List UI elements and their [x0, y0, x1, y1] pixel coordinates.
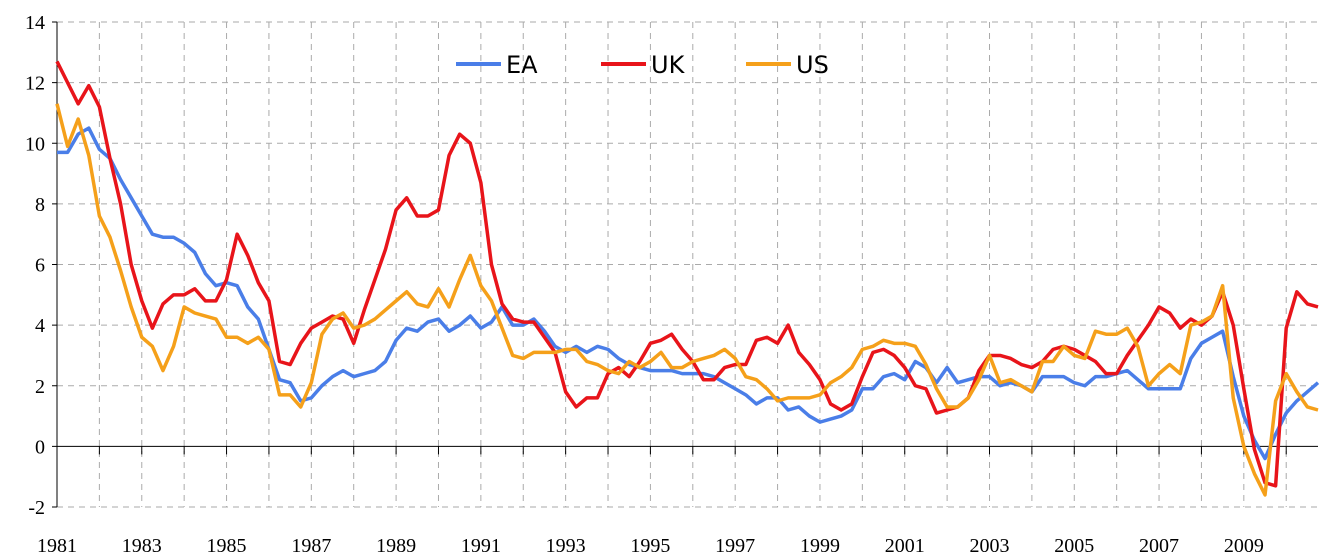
- y-tick-label: 6: [35, 255, 45, 277]
- y-tick-label: 10: [25, 133, 45, 155]
- legend-label: EA: [506, 51, 538, 79]
- x-tick-label: 2009: [1224, 535, 1264, 557]
- data-line: [57, 126, 1320, 461]
- y-tick-label: -2: [28, 497, 45, 519]
- x-tick-label: 2007: [1139, 535, 1179, 557]
- y-tick-label: 4: [35, 315, 45, 337]
- legend-label: US: [796, 51, 829, 79]
- data-line: [55, 103, 1319, 497]
- y-tick-label: 2: [35, 376, 45, 398]
- x-tick-label: 1985: [207, 535, 247, 557]
- x-tick-label: 1995: [630, 535, 670, 557]
- x-tick-label: 2003: [970, 535, 1010, 557]
- x-tick-label: 1993: [546, 535, 586, 557]
- y-tick-label: 12: [25, 73, 45, 95]
- x-tick-label: 2005: [1054, 535, 1094, 557]
- y-tick-label: 14: [25, 12, 45, 34]
- y-tick-label: 0: [35, 436, 45, 458]
- x-tick-label: 1997: [715, 535, 755, 557]
- x-tick-label: 1999: [800, 535, 840, 557]
- y-tick-label: 8: [35, 194, 45, 216]
- legend-label: UK: [651, 51, 686, 79]
- x-tick-label: 1989: [376, 535, 416, 557]
- x-tick-label: 1987: [291, 535, 331, 557]
- data-line: [55, 60, 1319, 488]
- x-tick-label: 1981: [37, 535, 77, 557]
- x-tick-label: 1991: [461, 535, 501, 557]
- x-tick-label: 1983: [122, 535, 162, 557]
- x-tick-label: 2001: [885, 535, 925, 557]
